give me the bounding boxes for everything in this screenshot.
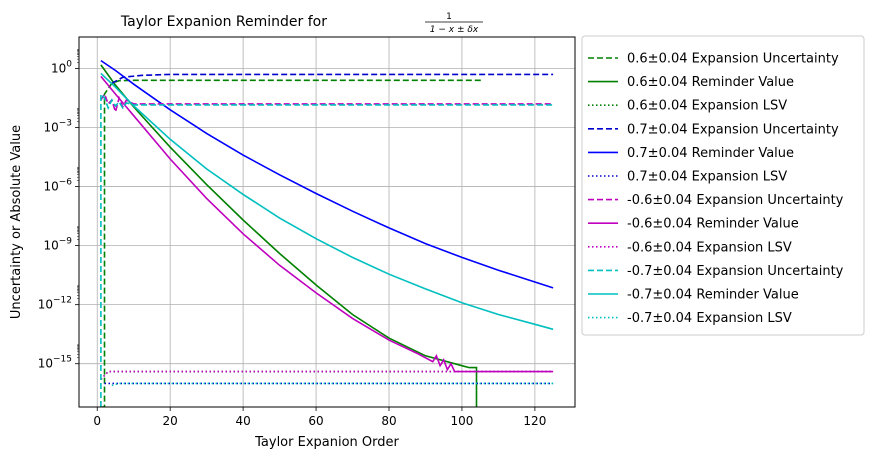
x-tick-label: 100 bbox=[450, 414, 473, 428]
y-tick-label: 10−15 bbox=[38, 355, 72, 371]
title-formula-numerator: 1 bbox=[446, 12, 452, 22]
series-line bbox=[111, 73, 554, 85]
series-lines bbox=[100, 59, 554, 407]
plot-frame bbox=[78, 36, 576, 408]
chart-title: Taylor Expanion Reminder for bbox=[120, 14, 327, 30]
legend-label: 0.6±0.04 Expansion LSV bbox=[627, 99, 787, 114]
legend-label: 0.7±0.04 Reminder Value bbox=[627, 146, 794, 161]
legend-label: 0.6±0.04 Expansion Uncertainty bbox=[627, 52, 839, 67]
y-axis-ticks: 100 10−3 10−6 10−9 10−12 10−15 bbox=[38, 49, 79, 371]
series-line bbox=[100, 75, 554, 373]
legend-label: -0.7±0.04 Expansion LSV bbox=[627, 311, 792, 326]
title-formula-denominator: 1 − x ± δx bbox=[430, 25, 479, 35]
x-tick-label: 80 bbox=[381, 414, 396, 428]
y-tick-label: 100 bbox=[51, 59, 72, 75]
x-tick-label: 40 bbox=[235, 414, 250, 428]
title-formula: 1 1 − x ± δx bbox=[425, 12, 483, 35]
series-line bbox=[100, 92, 554, 115]
legend-label: 0.7±0.04 Expansion LSV bbox=[627, 170, 787, 185]
x-axis-ticks: 0 20 40 60 80 100 120 bbox=[93, 407, 546, 428]
plot-area bbox=[79, 37, 575, 407]
grid-lines bbox=[79, 37, 575, 407]
series-line bbox=[100, 59, 554, 289]
series-line bbox=[100, 72, 554, 331]
x-tick-label: 120 bbox=[523, 414, 546, 428]
legend-box bbox=[581, 35, 865, 336]
legend-label: 0.6±0.04 Reminder Value bbox=[627, 75, 794, 90]
y-tick-label: 10−6 bbox=[43, 178, 72, 194]
legend-label: -0.7±0.04 Expansion Uncertainty bbox=[627, 264, 844, 279]
x-tick-label: 20 bbox=[163, 414, 178, 428]
legend-label: -0.6±0.04 Expansion LSV bbox=[627, 240, 792, 255]
series-line bbox=[100, 92, 554, 407]
y-tick-label: 10−12 bbox=[38, 296, 72, 312]
y-tick-label: 10−9 bbox=[43, 237, 72, 253]
legend: 0.6±0.04 Expansion Uncertainty 0.6±0.04 R… bbox=[581, 35, 865, 336]
x-tick-label: 0 bbox=[93, 414, 101, 428]
series-line bbox=[111, 382, 554, 387]
legend-label: 0.7±0.04 Expansion Uncertainty bbox=[627, 122, 839, 137]
legend-label: -0.6±0.04 Expansion Uncertainty bbox=[627, 193, 844, 208]
legend-label: -0.6±0.04 Reminder Value bbox=[627, 217, 799, 232]
y-axis-label: Uncertainty or Absolute Value bbox=[9, 125, 24, 319]
series-line bbox=[100, 64, 478, 407]
legend-label: -0.7±0.04 Reminder Value bbox=[627, 288, 799, 303]
x-axis-label: Taylor Expanion Order bbox=[254, 435, 399, 450]
y-tick-label: 10−3 bbox=[43, 119, 72, 135]
x-tick-label: 60 bbox=[308, 414, 323, 428]
